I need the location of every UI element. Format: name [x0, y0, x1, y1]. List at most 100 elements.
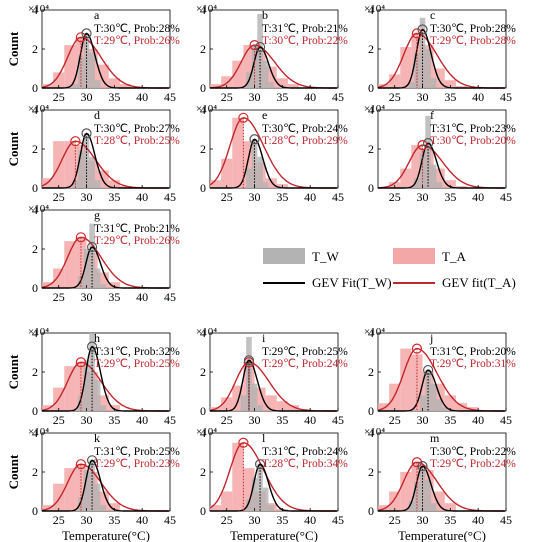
tw-annotation: T:29℃, Prob:25%: [262, 346, 348, 358]
tw-annotation: T:31℃, Prob:32%: [94, 346, 180, 358]
tw-hist-bar: [268, 82, 274, 88]
ta-annotation: T:29℃, Prob:25%: [94, 358, 180, 370]
y-tick-label: 4: [368, 103, 374, 117]
x-tick-label: 35: [444, 90, 456, 104]
ta-hist-bar: [389, 491, 401, 511]
ta-hist-bar: [243, 141, 255, 188]
ta-peak-marker: [249, 39, 260, 51]
ta-hist-bar: [64, 366, 76, 411]
x-axis-label: Temperature(°C): [62, 528, 150, 542]
tw-gev-fit-line: [210, 359, 337, 412]
x-tick-label: 45: [500, 513, 512, 527]
y-exponent-label: ×10⁴: [364, 426, 385, 438]
ta-hist-bar: [221, 397, 233, 411]
tw-gev-fit-line: [42, 32, 169, 89]
tw-peak-marker: [86, 455, 98, 466]
tw-hist-bar: [94, 80, 101, 88]
ta-hist-bar: [64, 141, 76, 188]
x-tick-label: 30: [249, 513, 261, 527]
ta-hist-bar: [232, 117, 244, 188]
y-exponent-label: ×10⁴: [28, 203, 49, 215]
y-tick-label: 2: [200, 42, 206, 56]
x-tick-label: 40: [136, 290, 148, 304]
x-tick-label: 40: [304, 90, 316, 104]
x-tick-label: 40: [472, 413, 484, 427]
tw-hist-bar: [83, 360, 90, 411]
x-tick-label: 35: [444, 413, 456, 427]
x-tick-label: 25: [53, 190, 65, 204]
ta-hist-bar: [276, 78, 288, 88]
ta-hist-bar: [455, 86, 468, 88]
x-tick-label: 40: [472, 190, 484, 204]
ta-hist-bar: [42, 505, 54, 511]
ta-hist-bar: [210, 180, 222, 188]
ta-hist-bar: [276, 401, 288, 411]
y-tick-label: 0: [32, 404, 38, 418]
ta-hist-bar: [108, 503, 120, 511]
tw-peak-marker: [81, 128, 92, 139]
tw-hist-bar: [94, 268, 101, 288]
tw-hist-bar: [78, 395, 84, 411]
tw-hist-bar: [94, 483, 101, 511]
y-exponent-label: ×10⁴: [28, 3, 49, 15]
panel-letter: a: [94, 8, 100, 22]
ta-hist-bar: [221, 76, 233, 88]
tw-hist-bar: [89, 223, 95, 288]
x-tick-label: 35: [276, 513, 288, 527]
tw-peak-marker: [243, 355, 255, 366]
y-axis-label: Count: [6, 131, 21, 166]
x-tick-label: 45: [332, 190, 344, 204]
y-tick-label: 2: [200, 365, 206, 379]
x-tick-label: 30: [417, 90, 429, 104]
tw-peak-marker: [417, 24, 428, 35]
x-tick-label: 45: [500, 90, 512, 104]
x-tick-label: 45: [500, 190, 512, 204]
tw-peak-marker: [254, 41, 266, 53]
tw-hist-bar: [246, 168, 252, 188]
legend-tw-fit-label: GEV Fit(T_W): [312, 275, 392, 290]
tw-hist-bar: [419, 17, 426, 88]
tw-hist-bar: [436, 182, 442, 188]
ta-hist-bar: [210, 84, 222, 88]
panel-k: 25 30 35 40 45 0 2 4×10⁴ kT:31℃, Prob:25%T:29℃, …: [6, 426, 180, 542]
tw-hist-bar: [268, 505, 274, 511]
legend: T_W T_A GEV Fit(T_W) GEV fit(T_A): [263, 248, 516, 290]
x-tick-label: 30: [81, 513, 93, 527]
y-axis-label: Count: [6, 354, 21, 389]
x-tick-label: 35: [444, 190, 456, 204]
ta-hist-bar: [53, 141, 65, 188]
ta-hist-bar: [444, 80, 456, 88]
ta-annotation: T:28℃, Prob:34%: [262, 458, 348, 470]
x-tick-label: 25: [221, 513, 233, 527]
ta-peak-marker: [75, 232, 87, 243]
ta-hist-bar: [53, 483, 65, 511]
x-tick-label: 45: [164, 290, 176, 304]
y-tick-label: 4: [368, 326, 374, 340]
tw-hist-bar: [430, 164, 437, 188]
ta-hist-bar: [221, 158, 233, 188]
ta-hist-bar: [119, 186, 132, 188]
ta-annotation: T:29℃, Prob:24%: [430, 458, 516, 470]
ta-annotation: T:30℃, Prob:20%: [430, 135, 516, 147]
tw-peak-marker: [81, 28, 92, 39]
tw-hist-bar: [100, 284, 106, 288]
ta-hist-bar: [400, 348, 412, 411]
tw-annotation: T:30℃, Prob:28%: [94, 23, 180, 35]
tw-peak-marker: [254, 459, 266, 470]
x-tick-label: 30: [249, 190, 261, 204]
y-tick-label: 0: [368, 81, 374, 95]
panel-letter: c: [430, 8, 435, 22]
y-exponent-label: ×10⁴: [196, 3, 217, 15]
y-tick-label: 4: [32, 426, 38, 440]
x-tick-label: 25: [221, 413, 233, 427]
x-tick-label: 30: [249, 90, 261, 104]
y-tick-label: 4: [368, 3, 374, 17]
tw-hist-bar: [89, 156, 95, 188]
legend-tw-bar-swatch: [263, 248, 305, 264]
y-exponent-label: ×10⁴: [28, 426, 49, 438]
tw-hist-bar: [419, 395, 426, 411]
x-tick-label: 35: [276, 90, 288, 104]
ta-hist-bar: [232, 385, 244, 411]
x-tick-label: 35: [108, 290, 120, 304]
panel-b: 25 30 35 40 45 0 2 4×10⁴ bT:31℃, Prob:21%T:30℃, …: [196, 3, 348, 104]
